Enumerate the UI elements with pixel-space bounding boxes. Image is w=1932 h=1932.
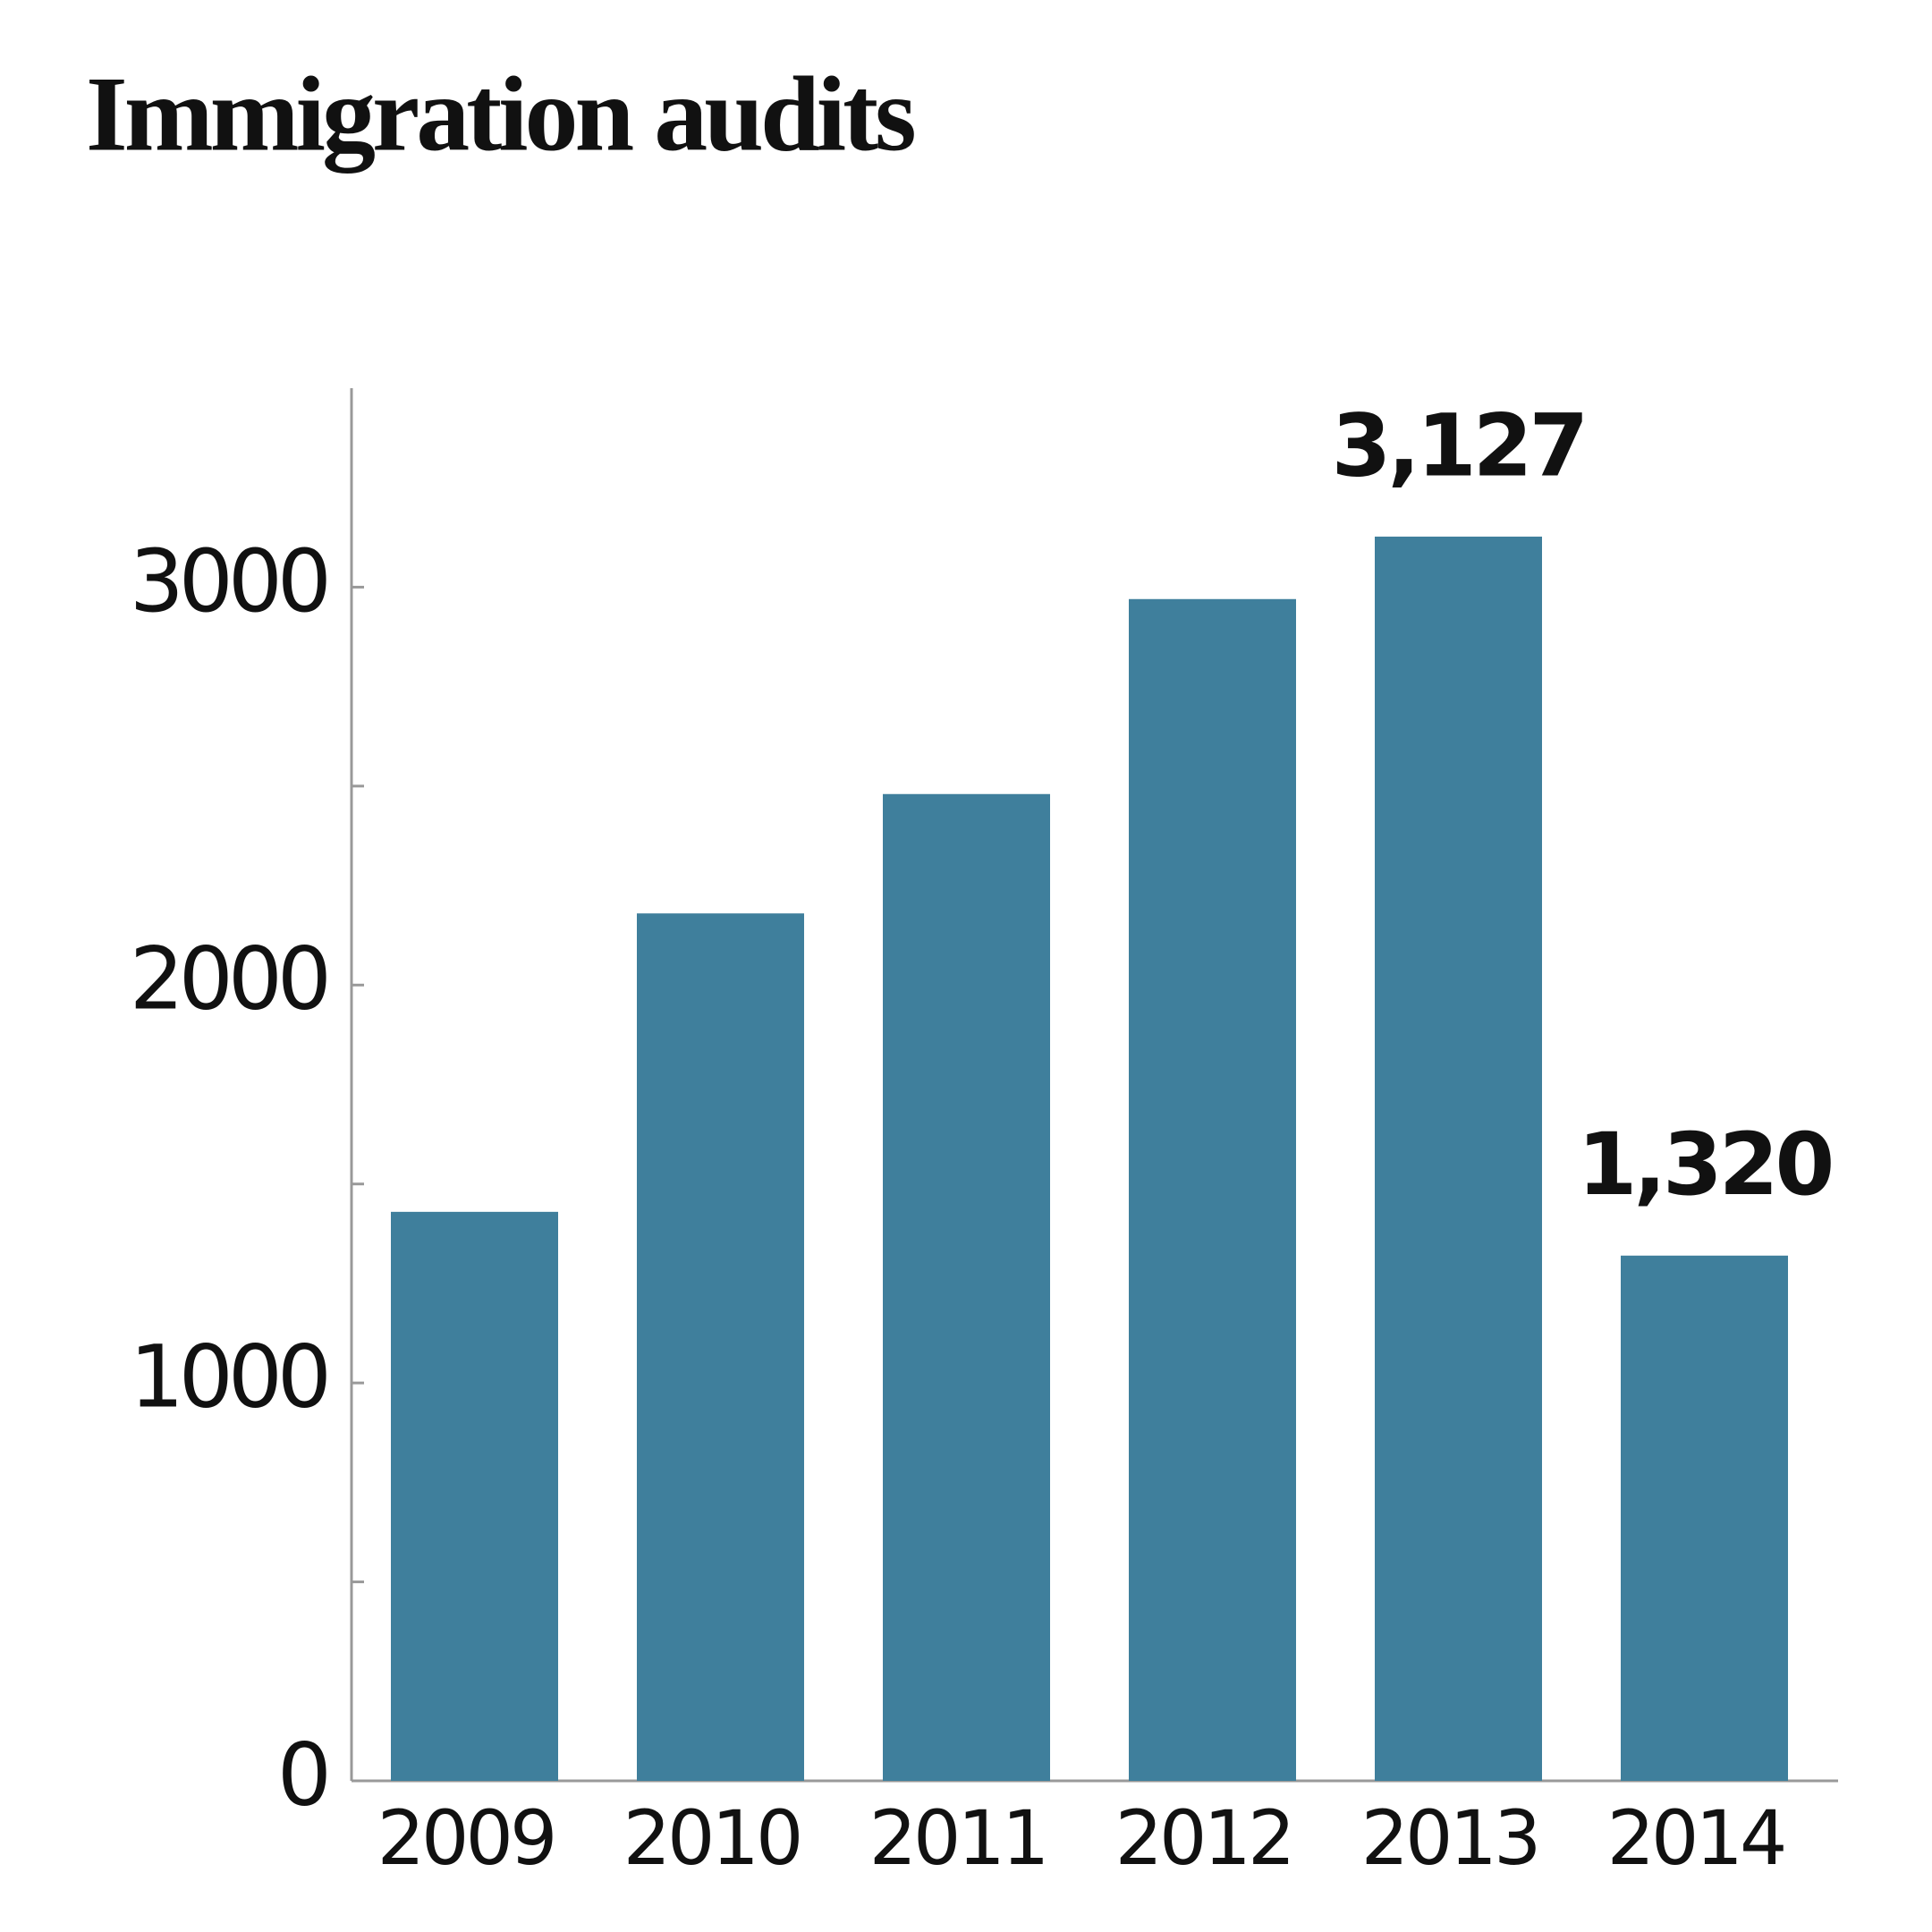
value-label: 1,320 bbox=[1578, 1114, 1832, 1215]
x-tick-label: 2011 bbox=[869, 1794, 1046, 1882]
bar bbox=[637, 913, 804, 1781]
y-tick-label: 2000 bbox=[130, 929, 326, 1030]
x-tick-label: 2010 bbox=[623, 1794, 801, 1882]
bar bbox=[883, 793, 1050, 1781]
chart-title: Immigration audits bbox=[86, 55, 914, 174]
x-tick-label: 2009 bbox=[377, 1794, 555, 1882]
x-tick-label: 2013 bbox=[1361, 1794, 1538, 1882]
bar bbox=[1129, 598, 1296, 1781]
y-tick-label: 0 bbox=[277, 1724, 326, 1825]
x-tick-label: 2014 bbox=[1607, 1794, 1784, 1882]
bar bbox=[391, 1211, 558, 1781]
y-tick-label: 1000 bbox=[130, 1327, 326, 1428]
bar bbox=[1375, 536, 1542, 1782]
value-label: 3,127 bbox=[1332, 395, 1586, 496]
bar bbox=[1621, 1255, 1788, 1781]
y-tick-label: 3000 bbox=[130, 531, 326, 631]
x-tick-label: 2012 bbox=[1115, 1794, 1292, 1882]
